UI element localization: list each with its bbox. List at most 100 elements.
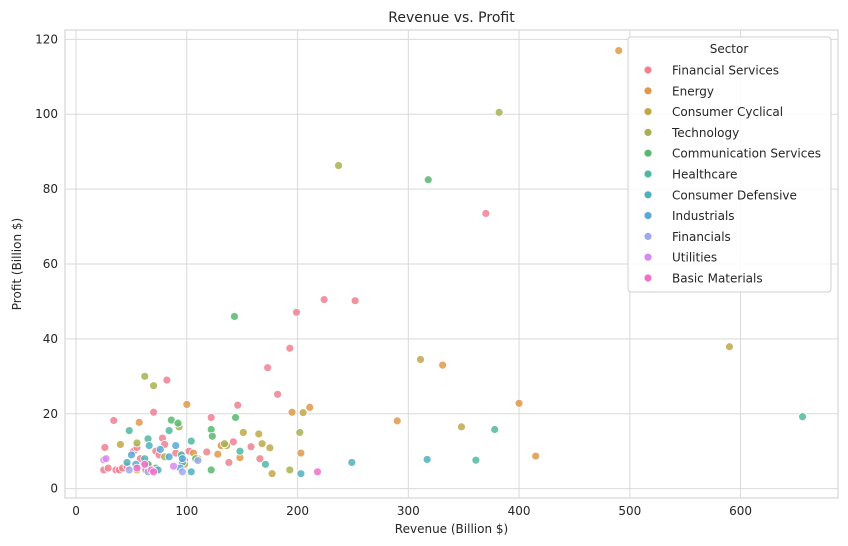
- data-point: [109, 416, 119, 425]
- data-point: [296, 469, 306, 479]
- data-point: [127, 450, 136, 460]
- x-tick-label: 0: [72, 504, 80, 518]
- data-point: [155, 444, 165, 454]
- data-point: [422, 455, 432, 464]
- data-point: [233, 400, 243, 410]
- y-tick-label: 60: [43, 257, 58, 271]
- data-point: [798, 412, 807, 422]
- data-point: [124, 465, 134, 475]
- legend-label: Financial Services: [672, 64, 779, 78]
- data-point: [140, 371, 150, 381]
- y-tick-label: 40: [43, 332, 58, 346]
- data-point: [531, 451, 541, 461]
- data-point: [100, 443, 110, 452]
- x-tick-label: 300: [397, 504, 420, 518]
- legend-box: [627, 36, 832, 293]
- legend-label: Industrials: [672, 209, 735, 223]
- legend-title: Sector: [710, 42, 749, 56]
- data-point: [292, 307, 301, 317]
- legend-marker: [643, 231, 653, 241]
- data-point: [186, 436, 196, 446]
- data-point: [313, 467, 322, 477]
- data-point: [101, 454, 111, 464]
- data-point: [228, 437, 238, 447]
- data-point: [164, 452, 174, 462]
- data-point: [273, 389, 283, 399]
- x-tick-labels: 0 100 200 300 400 500 600: [72, 504, 752, 518]
- data-point: [614, 46, 624, 55]
- data-point: [140, 459, 150, 469]
- legend-marker: [643, 86, 653, 96]
- y-axis-label: Profit (Billion $): [10, 218, 24, 310]
- data-point: [134, 417, 144, 427]
- legend-marker: [643, 252, 653, 262]
- data-point: [177, 467, 187, 477]
- data-point: [186, 467, 196, 477]
- x-tick-label: 200: [286, 504, 309, 518]
- data-point: [416, 355, 425, 364]
- legend-label: Financials: [672, 230, 731, 244]
- legend-marker: [643, 273, 653, 283]
- data-point: [144, 441, 154, 450]
- data-point: [231, 413, 240, 422]
- data-point: [457, 422, 466, 432]
- chart-title: Revenue vs. Profit: [388, 10, 515, 26]
- data-point: [213, 449, 223, 459]
- data-point: [285, 465, 295, 475]
- x-tick-label: 500: [618, 504, 641, 518]
- data-point: [319, 295, 329, 304]
- data-point: [182, 399, 192, 409]
- legend-marker: [643, 190, 653, 200]
- y-tick-labels: 0 20 40 60 80 100 120: [35, 32, 58, 495]
- legend-label: Technology: [671, 126, 739, 140]
- data-point: [514, 398, 524, 408]
- data-point: [162, 375, 172, 385]
- data-point: [246, 442, 256, 452]
- legend-label: Basic Materials: [672, 272, 763, 286]
- data-point: [238, 428, 248, 437]
- data-point: [285, 343, 295, 353]
- y-tick-label: 120: [35, 32, 58, 46]
- data-point: [224, 458, 234, 467]
- legend: Sector Financial Services Energy Consumer …: [627, 36, 832, 293]
- data-point: [471, 455, 481, 465]
- data-point: [122, 458, 132, 467]
- data-point: [265, 443, 275, 453]
- data-point: [305, 402, 315, 412]
- data-point: [257, 439, 267, 449]
- data-point: [295, 428, 305, 437]
- data-point: [267, 469, 277, 479]
- legend-marker: [643, 148, 653, 158]
- data-point: [230, 312, 239, 321]
- data-point: [207, 431, 217, 441]
- data-point: [494, 107, 504, 117]
- y-tick-label: 100: [35, 107, 58, 121]
- data-point: [173, 418, 183, 428]
- data-point: [202, 447, 212, 457]
- data-point: [206, 413, 216, 422]
- data-point: [206, 465, 216, 475]
- data-point: [235, 446, 245, 456]
- data-point: [220, 439, 229, 449]
- y-tick-label: 80: [43, 182, 58, 196]
- data-point: [490, 425, 500, 434]
- data-point: [124, 426, 134, 436]
- x-axis-label: Revenue (Billion $): [395, 522, 508, 536]
- data-point: [287, 407, 297, 417]
- legend-label: Consumer Defensive: [672, 188, 797, 202]
- data-point: [149, 407, 158, 417]
- data-point: [392, 416, 402, 426]
- data-point: [149, 467, 158, 477]
- data-point: [169, 461, 178, 471]
- data-point: [481, 209, 491, 218]
- data-point: [255, 454, 265, 464]
- data-point: [132, 463, 142, 473]
- data-point: [296, 448, 306, 458]
- data-point: [347, 458, 357, 467]
- legend-items: Financial Services Energy Consumer Cyclica…: [643, 64, 821, 286]
- data-point: [298, 408, 308, 418]
- y-tick-label: 0: [50, 482, 58, 496]
- y-tick-label: 20: [43, 407, 58, 421]
- data-point: [103, 463, 113, 473]
- data-point: [193, 456, 203, 465]
